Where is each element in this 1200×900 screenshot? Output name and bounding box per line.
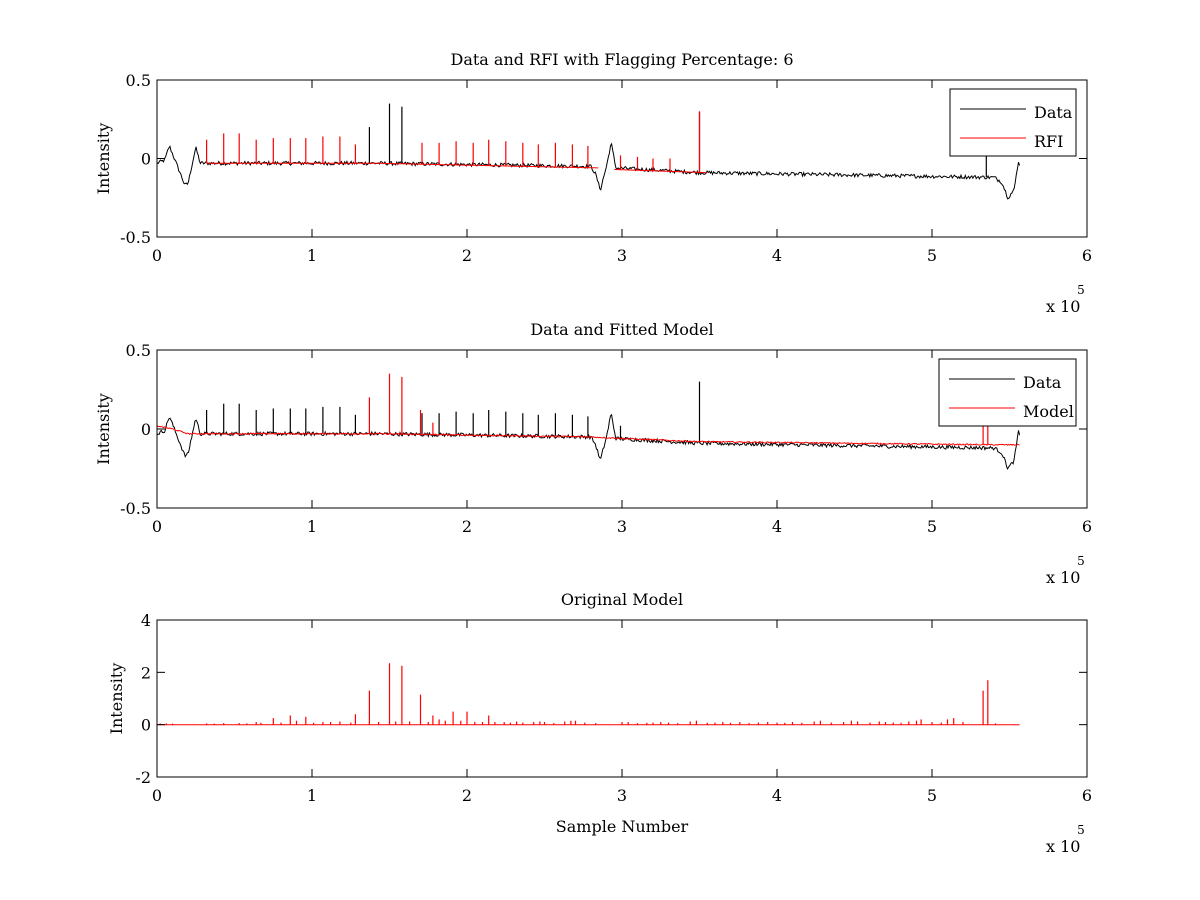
legend-label-model: Model: [1023, 402, 1074, 421]
x-tick-label: 1: [307, 246, 317, 265]
y-tick-label: -2: [135, 768, 151, 787]
x-tick-label: 5: [927, 517, 937, 536]
plot-area: [157, 373, 1021, 471]
x-tick-label: 6: [1082, 517, 1092, 536]
y-tick-label: -0.5: [120, 228, 151, 247]
legend-box: [949, 88, 1077, 157]
y-axis-label: Intensity: [107, 663, 126, 735]
x-tick-label: 4: [772, 246, 782, 265]
x-tick-label: 5: [927, 246, 937, 265]
x-tick-label: 0: [152, 246, 162, 265]
chart-title: Data and Fitted Model: [530, 320, 713, 339]
y-tick-label: 4: [141, 611, 151, 630]
plot-area: [157, 103, 1021, 200]
x-tick-label: 2: [462, 786, 472, 805]
x-tick-label: 3: [617, 246, 627, 265]
y-tick-label: 0.5: [126, 71, 151, 90]
x-multiplier-exponent: 5: [1077, 823, 1085, 837]
x-tick-label: 0: [152, 517, 162, 536]
x-tick-label: 4: [772, 517, 782, 536]
plot-area: [157, 663, 1020, 726]
x-multiplier-exponent: 5: [1077, 554, 1085, 568]
legend-box: [938, 358, 1077, 427]
x-tick-label: 2: [462, 246, 472, 265]
series-model-line: [157, 425, 1020, 446]
axes-box: [156, 619, 1088, 778]
chart-title: Data and RFI with Flagging Percentage: 6: [450, 50, 793, 69]
legend: Data RFI: [949, 88, 1077, 157]
chart-title: Original Model: [561, 590, 683, 609]
x-tick-label: 6: [1082, 246, 1092, 265]
legend-label-data: Data: [1023, 373, 1062, 392]
series-rfi-line: [206, 162, 707, 174]
y-tick-label: -0.5: [120, 499, 151, 518]
x-multiplier-exponent: 5: [1077, 283, 1085, 297]
y-tick-label: 0: [141, 150, 151, 169]
y-tick-label: 0.5: [126, 341, 151, 360]
x-tick-label: 1: [307, 517, 317, 536]
x-tick-label: 3: [617, 786, 627, 805]
x-multiplier-base: x 10: [1046, 297, 1080, 316]
legend-label-rfi: RFI: [1034, 132, 1063, 151]
x-tick-label: 1: [307, 786, 317, 805]
y-axis-label: Intensity: [94, 393, 113, 465]
y-axis-label: Intensity: [94, 123, 113, 195]
x-multiplier-base: x 10: [1046, 837, 1080, 856]
y-tick-label: 2: [141, 663, 151, 682]
x-tick-label: 0: [152, 786, 162, 805]
x-tick-label: 5: [927, 786, 937, 805]
x-multiplier-base: x 10: [1046, 568, 1080, 587]
y-tick-label: 0: [141, 420, 151, 439]
x-tick-label: 3: [617, 517, 627, 536]
axes-box: [156, 79, 1088, 238]
x-tick-label: 6: [1082, 786, 1092, 805]
legend-label-data: Data: [1034, 103, 1073, 122]
y-tick-label: 0: [141, 716, 151, 735]
legend: Data Model: [938, 358, 1077, 427]
x-axis-label: Sample Number: [556, 817, 689, 836]
x-tick-label: 2: [462, 517, 472, 536]
x-tick-label: 4: [772, 786, 782, 805]
